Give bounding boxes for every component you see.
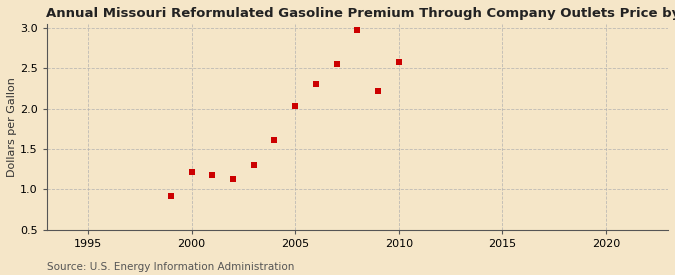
Point xyxy=(186,170,197,175)
Point xyxy=(248,163,259,167)
Point xyxy=(331,62,342,67)
Point xyxy=(165,194,176,198)
Point xyxy=(394,60,404,64)
Point xyxy=(310,82,321,87)
Point xyxy=(227,177,238,181)
Y-axis label: Dollars per Gallon: Dollars per Gallon xyxy=(7,77,17,177)
Text: Source: U.S. Energy Information Administration: Source: U.S. Energy Information Administ… xyxy=(47,262,294,272)
Point xyxy=(352,27,362,32)
Point xyxy=(373,89,383,93)
Point xyxy=(290,104,300,108)
Point xyxy=(207,173,217,177)
Text: Annual Missouri Reformulated Gasoline Premium Through Company Outlets Price by A: Annual Missouri Reformulated Gasoline Pr… xyxy=(47,7,675,20)
Point xyxy=(269,138,280,142)
